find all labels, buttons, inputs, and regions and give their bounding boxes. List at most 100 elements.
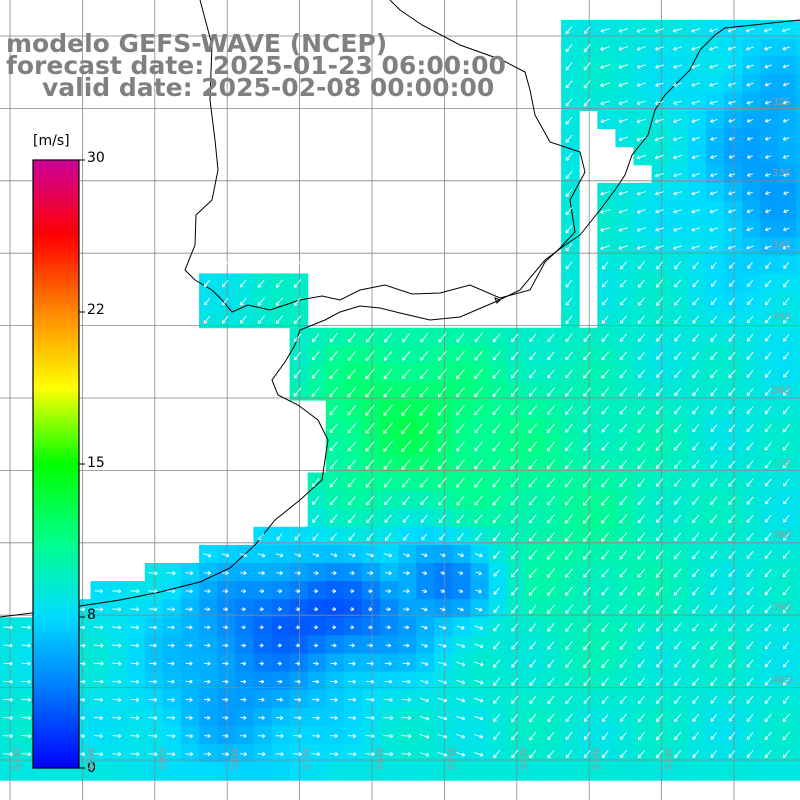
wind-arrow (456, 350, 465, 361)
field-cell (778, 400, 797, 419)
lat-label-38s: 38S (772, 530, 792, 541)
field-cell (325, 418, 345, 437)
wind-arrow (384, 533, 392, 541)
field-cell (633, 273, 653, 292)
field-cell (380, 508, 399, 528)
wind-arrow (746, 460, 754, 469)
wind-arrow (203, 570, 211, 576)
field-cell (633, 345, 653, 365)
field-cell (488, 635, 508, 654)
field-cell (615, 345, 634, 365)
wind-arrow (765, 154, 772, 159)
field-cell (543, 490, 562, 510)
field-cell (343, 544, 363, 564)
field-cell (651, 762, 671, 781)
lon-label-56w: 56W (375, 747, 386, 770)
wind-arrow (402, 351, 411, 361)
field-cell (597, 273, 616, 292)
wind-arrow (727, 245, 736, 250)
field-cell (289, 526, 309, 546)
field-cell (651, 309, 671, 329)
field-cell (470, 418, 490, 437)
wind-arrow (221, 553, 230, 558)
wind-arrow (783, 261, 790, 269)
field-cell (778, 291, 797, 311)
field-cell (362, 689, 381, 709)
wind-arrow (529, 333, 537, 343)
wind-arrow (656, 333, 663, 342)
wind-arrow (510, 459, 520, 470)
field-cell (778, 454, 797, 473)
wind-arrow (475, 571, 482, 576)
wind-arrow (511, 605, 519, 614)
field-cell (561, 20, 580, 39)
wind-arrow (21, 625, 31, 630)
field-cell (488, 400, 508, 419)
field-cell (669, 725, 689, 745)
field-cell (778, 526, 797, 546)
field-cell (760, 454, 779, 473)
wind-arrow (691, 46, 701, 51)
wind-arrow (619, 568, 628, 578)
wind-arrow (782, 136, 790, 141)
field-cell (615, 581, 634, 600)
field-cell (651, 635, 671, 654)
field-cell (380, 327, 399, 347)
wind-arrow (692, 550, 700, 560)
field-cell (506, 436, 526, 455)
field-cell (687, 617, 707, 636)
field-cell (108, 653, 128, 673)
field-cell (434, 490, 453, 510)
wind-arrow (710, 136, 718, 141)
field-cell (362, 526, 381, 546)
wind-arrow (547, 369, 555, 379)
field-cell (705, 327, 725, 347)
field-cell (253, 273, 272, 292)
field-cell (796, 436, 800, 455)
wind-arrow (510, 514, 519, 524)
field-cell (724, 653, 743, 673)
field-cell (651, 490, 671, 510)
field-cell (796, 110, 800, 130)
wind-arrow (383, 459, 393, 470)
wind-arrow (492, 477, 501, 488)
wind-arrow (329, 368, 339, 380)
field-cell (362, 508, 381, 528)
wind-arrow (259, 625, 264, 630)
wind-arrow (674, 532, 682, 542)
field-cell (362, 418, 381, 437)
wind-arrow (709, 28, 719, 33)
wind-arrow (765, 262, 772, 269)
wind-arrow (782, 586, 790, 596)
wind-arrow (692, 315, 700, 324)
field-cell (524, 436, 544, 455)
lat-label-34s: 34S (772, 240, 792, 251)
field-cell (669, 472, 689, 492)
wind-arrow (565, 261, 573, 270)
field-cell (651, 725, 671, 745)
field-cell (452, 436, 472, 455)
wind-arrow (637, 387, 646, 397)
wind-arrow (764, 623, 772, 632)
field-cell (705, 490, 725, 510)
field-cell (343, 508, 363, 528)
field-cell (325, 345, 345, 365)
field-cell (416, 418, 435, 437)
wind-arrow (619, 297, 627, 306)
field-cell (181, 581, 200, 600)
wind-arrow (692, 478, 700, 487)
wind-arrow (782, 154, 790, 159)
field-cell (524, 490, 544, 510)
wind-arrow (583, 622, 591, 632)
field-cell (597, 436, 616, 455)
field-cell (796, 382, 800, 401)
wind-arrow (148, 589, 158, 594)
wind-arrow (764, 82, 772, 87)
wind-arrow (692, 442, 700, 451)
wind-arrow (511, 586, 519, 596)
wind-arrow (655, 209, 664, 214)
field-cell (669, 526, 689, 546)
field-cell (633, 635, 653, 654)
wind-arrow (618, 190, 629, 196)
field-cell (253, 544, 272, 564)
